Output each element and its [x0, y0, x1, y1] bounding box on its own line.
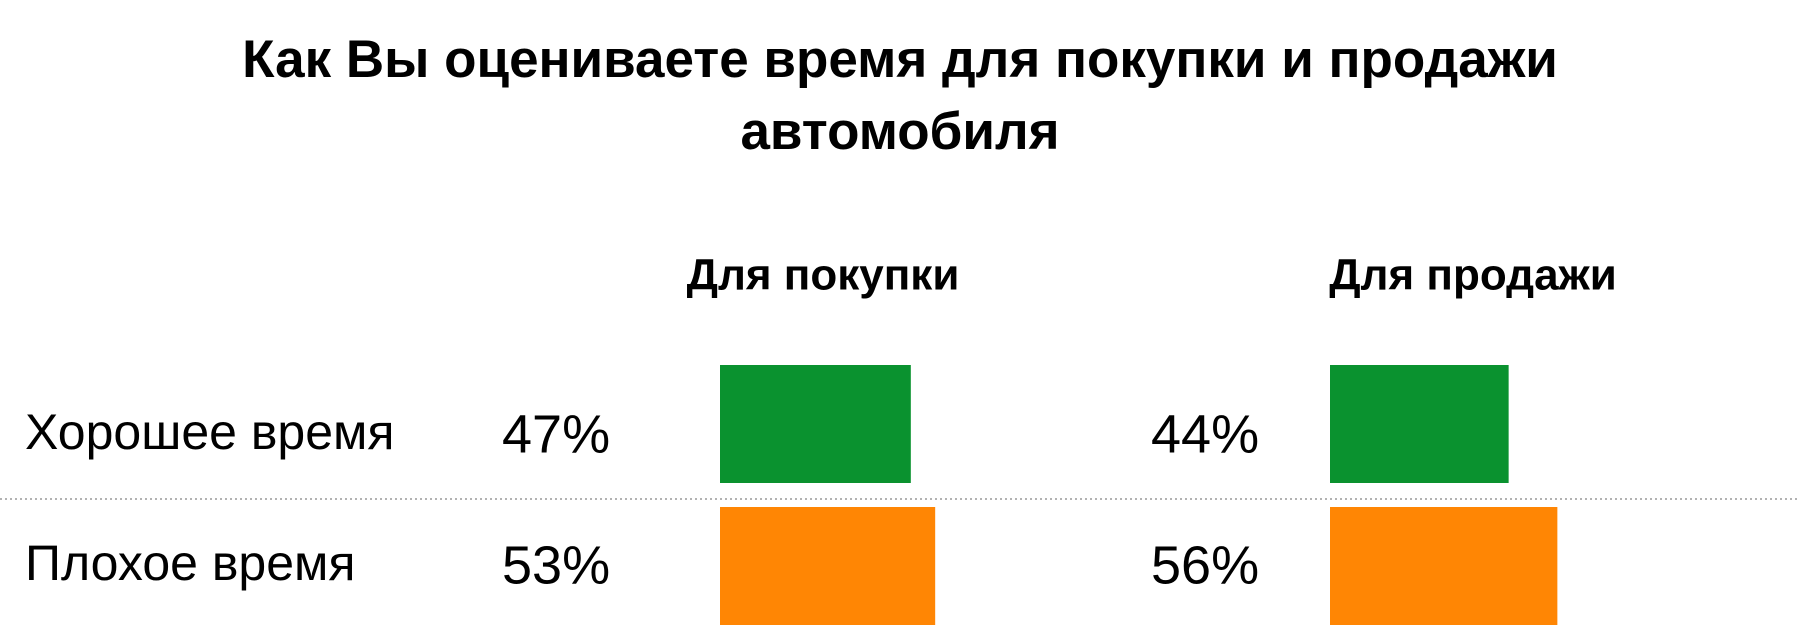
value-label: 44% — [1151, 404, 1259, 464]
bar — [1330, 365, 1509, 483]
value-label: 47% — [502, 404, 610, 464]
category-label: Плохое время — [25, 535, 356, 591]
value-label: 53% — [502, 535, 610, 595]
bar — [720, 507, 936, 625]
chart-title: Как Вы оцениваете время для покупки и пр… — [242, 30, 1558, 161]
bar — [1330, 507, 1558, 625]
bar — [720, 365, 911, 483]
category-label: Хорошее время — [25, 404, 394, 460]
value-label: 56% — [1151, 535, 1259, 595]
panel-heading: Для продажи — [1329, 251, 1617, 300]
panel-heading: Для покупки — [687, 251, 960, 300]
